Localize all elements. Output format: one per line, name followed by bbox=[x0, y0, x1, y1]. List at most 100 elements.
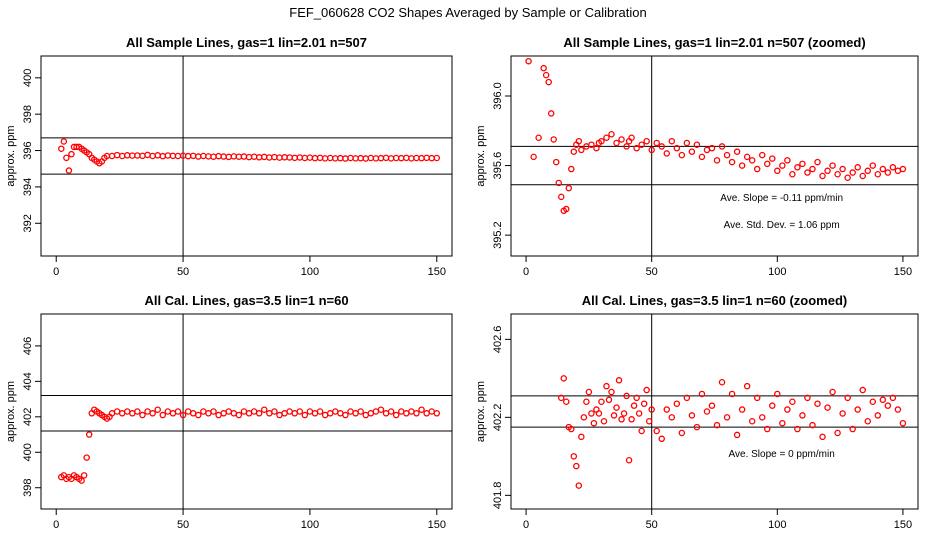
panel-1-data-point bbox=[113, 151, 121, 159]
panel-3-data-point bbox=[362, 411, 369, 419]
panel-3-data-point bbox=[271, 408, 278, 415]
panel-4-data-point bbox=[733, 431, 741, 439]
panel-3-data-point bbox=[347, 408, 354, 415]
panel-1-data-point bbox=[291, 154, 298, 162]
panel-1-data-point bbox=[423, 154, 430, 162]
panel-2-data-point bbox=[578, 146, 585, 154]
panel-1-data-point bbox=[382, 154, 390, 162]
panel-4-data-point bbox=[563, 398, 570, 405]
panel-2-data-point bbox=[563, 205, 570, 213]
panel-2-data-point bbox=[663, 150, 671, 157]
panel-4-data-point bbox=[678, 429, 686, 437]
panel-2-data-point bbox=[555, 179, 562, 187]
panel-4-data-point bbox=[894, 406, 902, 413]
panel-2-data-point bbox=[859, 172, 866, 180]
panel-2-data-point bbox=[889, 164, 897, 171]
panel-3-data-point bbox=[210, 408, 217, 415]
panel-4-data-point bbox=[628, 416, 635, 423]
panel-2-y-tick-label: 395.6 bbox=[492, 152, 504, 180]
panel-3-data-point bbox=[316, 408, 324, 415]
panel-3-data-point bbox=[78, 477, 85, 484]
panel-1-data-point bbox=[408, 155, 415, 162]
panel-2-data-point bbox=[884, 169, 892, 176]
panel-3-data-point bbox=[291, 410, 298, 417]
panel-4-x-tick-label: 100 bbox=[768, 519, 786, 531]
panel-2-data-point bbox=[829, 162, 836, 169]
panel-1-data-point bbox=[392, 154, 400, 162]
panel-3-data-point bbox=[169, 410, 177, 417]
panel-4-data-point bbox=[608, 388, 615, 396]
panel-2-data-point bbox=[713, 157, 721, 164]
panel-2-data-point bbox=[738, 162, 746, 169]
panel-3-data-point bbox=[80, 472, 88, 479]
panel-2-data-point bbox=[774, 167, 781, 175]
panel-2-data-point bbox=[824, 167, 831, 175]
panel-3-data-point bbox=[398, 408, 405, 415]
panel-1-data-point bbox=[174, 152, 182, 160]
panel-1-data-point bbox=[367, 154, 375, 162]
panel-2-data-point bbox=[570, 148, 578, 155]
panel-4-data-point bbox=[708, 402, 716, 409]
panel-4-y-tick-label: 401.8 bbox=[492, 482, 504, 510]
panel-4-data-point bbox=[600, 417, 608, 425]
panel-3-data-point bbox=[357, 408, 364, 415]
panel-4-y-axis-label: approx. ppm bbox=[475, 381, 487, 442]
panel-4-data-point bbox=[643, 386, 650, 394]
panel-4-data-point bbox=[620, 410, 628, 417]
panel-2-data-point bbox=[809, 165, 816, 173]
panel-4-data-point bbox=[713, 421, 721, 429]
panel-2-data-point bbox=[525, 57, 532, 65]
panel-4-data-point bbox=[663, 406, 671, 413]
panel-4-data-point bbox=[630, 402, 638, 409]
panel-1-data-point bbox=[332, 155, 339, 162]
panel-2-data-point bbox=[568, 165, 575, 173]
panel-3-data-point bbox=[377, 406, 385, 413]
panel-1-data-point bbox=[255, 154, 263, 161]
panel-1-data-point bbox=[347, 154, 354, 162]
panel-3-data-point bbox=[413, 410, 420, 417]
panel-1-data-point bbox=[60, 138, 68, 145]
panel-2-data-point bbox=[638, 141, 645, 148]
panel-3-data-point bbox=[367, 410, 375, 417]
panel-2-data-point bbox=[557, 193, 565, 201]
panel-3-data-point bbox=[286, 408, 293, 415]
panel-2-x-tick-label: 0 bbox=[523, 266, 529, 278]
panel-3-data-point bbox=[418, 406, 425, 413]
panel-3-data-point bbox=[159, 411, 167, 419]
panel-3-y-tick-label: 398 bbox=[22, 479, 34, 497]
panel-1-data-point bbox=[377, 154, 385, 162]
panel-3-data-point bbox=[433, 410, 441, 417]
panel-2-data-point bbox=[819, 172, 826, 180]
panel-3-y-tick-label: 400 bbox=[22, 443, 34, 461]
panel-1-data-point bbox=[276, 154, 283, 161]
panel-1-data-point bbox=[215, 152, 222, 160]
panel-4-y-tick-label: 402.2 bbox=[492, 404, 504, 432]
panel-3-y-tick-label: 402 bbox=[22, 408, 34, 426]
panel-3-data-point bbox=[85, 431, 93, 438]
panel-2-data-point bbox=[708, 144, 716, 152]
panel-3-data-point bbox=[215, 411, 222, 419]
panel-4-data-point bbox=[613, 404, 620, 411]
panel-2-x-tick-label: 50 bbox=[646, 266, 658, 278]
panel-4-data-point bbox=[683, 394, 691, 402]
panel-1-data-point bbox=[296, 154, 304, 161]
panel-3-data-point bbox=[352, 410, 359, 417]
panel-3-data-point bbox=[326, 410, 334, 417]
panel-3-data-point bbox=[306, 408, 314, 415]
panel-4-data-point bbox=[605, 396, 613, 404]
panel-2-y-tick-label: 395.2 bbox=[492, 221, 504, 249]
panel-2-data-point bbox=[743, 153, 751, 161]
panel-4-data-point bbox=[595, 410, 603, 417]
panel-3-data-point bbox=[230, 410, 238, 417]
panel-1-data-point bbox=[235, 153, 243, 160]
panel-1-data-point bbox=[134, 152, 141, 159]
panel-4-data-point bbox=[645, 417, 653, 425]
panel-1-data-point bbox=[108, 152, 116, 160]
panel-3-data-point bbox=[428, 408, 435, 415]
panel-2-data-point bbox=[879, 165, 887, 173]
panel-1-data-point bbox=[144, 151, 151, 159]
panel-2-data-point bbox=[753, 165, 761, 173]
panel-1-x-tick-label: 150 bbox=[428, 266, 446, 278]
panel-4-data-point bbox=[658, 435, 665, 443]
panel-2-data-point bbox=[869, 162, 877, 169]
